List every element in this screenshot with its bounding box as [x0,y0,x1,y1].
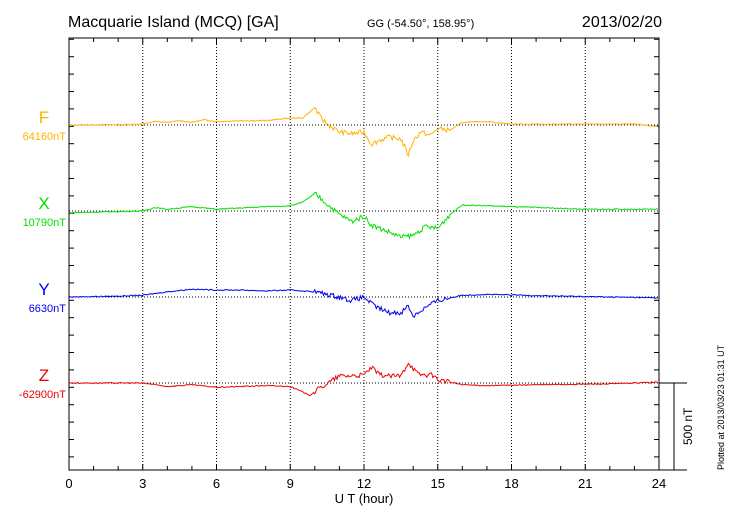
plotted-note: Plotted at 2013/03/23 01:31 UT [716,344,726,470]
series-baseline-z: -62900nT [19,389,66,401]
x-tick-label: 9 [287,476,294,491]
x-tick-label: 18 [504,476,518,491]
series-name-y: Y [38,280,49,299]
x-tick-label: 24 [652,476,666,491]
series-baseline-x: 10790nT [23,217,67,229]
series-line-x [68,191,658,241]
station-coordinates: GG (-54.50°, 158.95°) [367,18,474,30]
series-line-y [68,288,658,318]
scale-label: 500 nT [681,407,695,445]
series-line-f [68,106,658,158]
chart-date: 2013/02/20 [582,14,662,31]
series-name-x: X [38,194,49,213]
series-line-z [68,362,659,397]
x-tick-label: 15 [431,476,445,491]
series-name-z: Z [39,366,49,385]
series-baseline-f: 64160nT [23,131,67,143]
x-tick-label: 3 [139,476,146,491]
x-axis-label: U T (hour) [335,491,394,506]
series-baseline-y: 6630nT [29,303,67,315]
series-name-f: F [39,108,49,127]
chart-title: Macquarie Island (MCQ) [GA] [68,14,279,31]
x-tick-label: 21 [578,476,592,491]
x-tick-label: 6 [213,476,220,491]
x-tick-label: 12 [357,476,371,491]
x-tick-label: 0 [65,476,72,491]
